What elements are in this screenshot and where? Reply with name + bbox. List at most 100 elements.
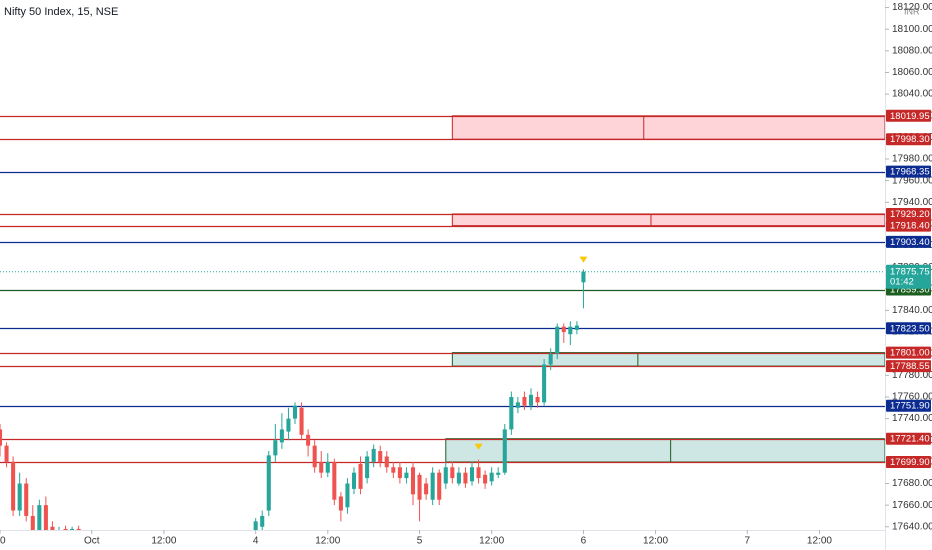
candle-body [4,445,9,462]
zone [451,115,885,140]
level-label-box [886,399,931,412]
currency: INR [904,6,920,16]
zone [445,438,885,463]
candle-body [528,394,534,406]
level-label: 17801.00 [890,348,930,359]
candle-body [515,402,520,408]
candle-body [469,467,475,482]
y-tick-label: 18120.00 [892,2,932,13]
candle-body [496,472,501,475]
candle-body [371,448,376,462]
candle-body [299,407,304,435]
x-tick-label: 12:00 [151,536,176,547]
candle-body [574,325,579,330]
level-label-box [886,109,931,122]
level-label: 17859.30 [890,285,930,296]
candle-body [555,326,560,354]
y-tick-label: 17660.00 [892,500,932,511]
zone [451,352,885,367]
level-label-box [886,219,931,232]
marker [474,443,483,450]
level-label-box [886,235,931,248]
candle-body [430,472,435,500]
candle-body [476,467,481,479]
x-tick-label: 4 [253,536,259,547]
level-label-box [886,455,931,468]
x-tick-label: 7 [745,536,751,547]
candle-body [581,271,586,283]
y-tick-label: 17680.00 [892,478,932,489]
level-label: 17699.90 [890,457,930,468]
candle-body [568,326,573,335]
level-label-box [886,346,931,359]
candle-body [443,467,448,484]
y-tick-label: 18040.00 [892,89,932,100]
candle-body [0,429,3,446]
y-tick-label: 17780.00 [892,370,932,381]
candle-body [509,396,514,430]
level-label: 17998.30 [890,134,930,145]
marker [579,256,588,263]
candle-body [266,455,271,511]
chart-title: Nifty 50 Index, 15, NSE [4,6,118,18]
level-label: 17788.55 [890,361,930,372]
level-label: 17823.50 [890,323,930,334]
level-label-box [886,322,931,335]
last-price-label: 17875.75 [890,266,930,277]
level-label: 17721.40 [890,434,930,445]
candle-body [522,396,527,406]
candle-body [312,445,317,468]
candle-body [76,528,81,530]
level-label: 17918.40 [890,221,930,232]
candle-body [358,464,363,489]
candle-body [332,461,337,500]
candle-body [345,483,350,508]
y-tick-label: 18060.00 [892,67,932,78]
y-tick-label: 17740.00 [892,413,932,424]
candle-body [450,467,455,479]
candle-body [273,440,278,456]
candle-body [325,461,330,473]
level-label: 17751.90 [890,401,930,412]
y-tick-label: 17760.00 [892,392,932,403]
candle-body [424,483,429,495]
candle-body [391,467,396,473]
candle-body [378,451,383,462]
zone [451,213,885,227]
plot-area [0,115,885,530]
candle-body [548,353,553,365]
x-tick-label: 00 [0,536,6,547]
candle-body [365,456,370,479]
y-tick-label: 18100.00 [892,24,932,35]
candle-body [489,472,494,482]
y-tick-label: 18080.00 [892,45,932,56]
candle-body [286,418,291,432]
y-tick-label: 17640.00 [892,521,932,532]
level-label: 18019.95 [890,111,930,122]
candle-body [463,472,468,484]
candle-body [561,326,566,333]
x-tick-label: 12:00 [479,536,504,547]
countdown: 01:42 [890,276,914,287]
x-tick-label: 6 [581,536,587,547]
candle-body [535,396,540,403]
candle-body [30,515,35,530]
candle-body [17,483,22,511]
level-label: 17968.35 [890,167,930,178]
candle-body [11,461,16,511]
candle-body [502,429,507,473]
x-tick-label: Oct [84,536,100,547]
level-label-box [886,432,931,445]
candle-body [292,405,298,419]
level-label: 17929.20 [890,209,930,220]
candle-body [542,364,547,403]
x-tick-label: 12:00 [315,536,340,547]
candle-body [410,467,416,495]
y-tick-label: 17940.00 [892,197,932,208]
level-label-box [886,207,931,220]
candle-body [384,456,389,468]
candle-body [63,528,68,530]
x-tick-label: 12:00 [807,536,832,547]
